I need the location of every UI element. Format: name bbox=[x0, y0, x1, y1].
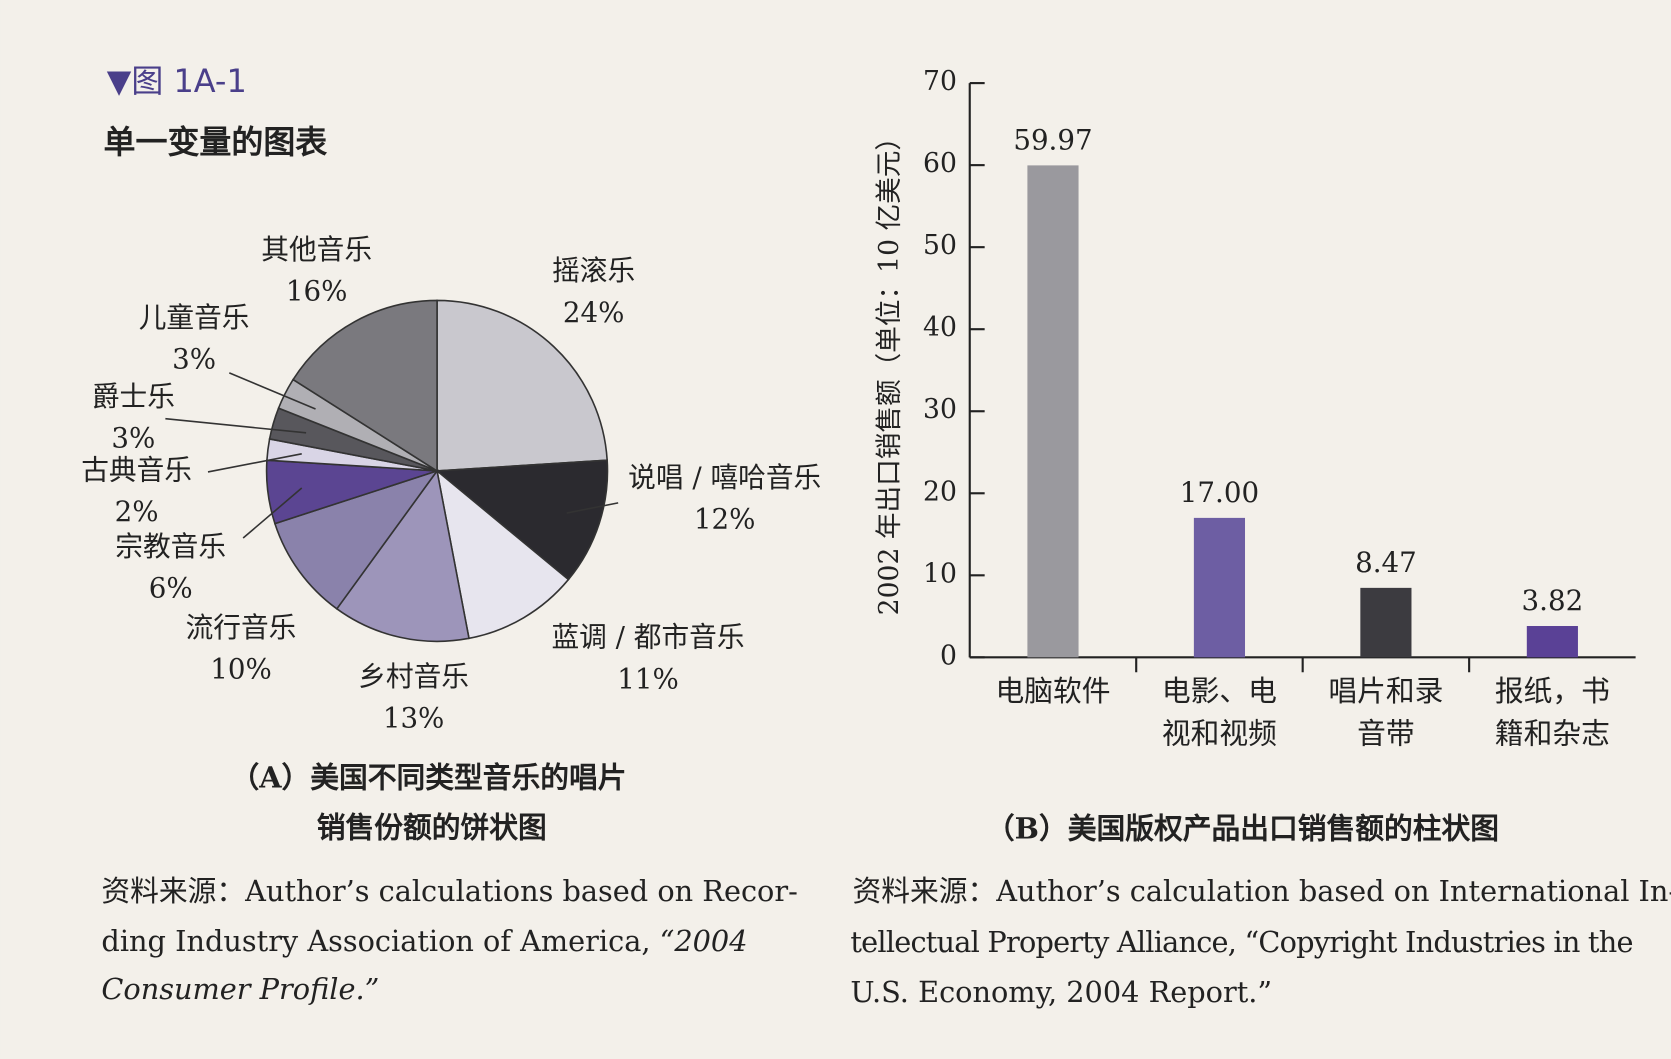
source-text: U.S. Economy, 2004 Report.” bbox=[850, 975, 1272, 1009]
slice-label: 流行音乐 bbox=[186, 611, 297, 644]
slice-value-label: 11% bbox=[617, 662, 679, 695]
x-tick-label: 音带 bbox=[1357, 717, 1415, 751]
source-line: tellectual Property Alliance, “Copyright… bbox=[850, 924, 1633, 958]
pie-slice bbox=[273, 469, 440, 610]
source-label: 资料来源： bbox=[853, 873, 997, 907]
bar bbox=[1193, 517, 1246, 658]
pie-slice bbox=[292, 299, 438, 473]
source-line: Consumer Profile.” bbox=[101, 971, 379, 1005]
x-tick-label: 电影、电 bbox=[1162, 674, 1277, 708]
source-line: U.S. Economy, 2004 Report.” bbox=[850, 975, 1272, 1009]
x-tick-label: 唱片和录 bbox=[1328, 674, 1443, 708]
slice-label: 儿童音乐 bbox=[139, 301, 250, 334]
chart-title: （A）美国不同类型音乐的唱片 bbox=[230, 760, 626, 794]
chart-title: 销售份额的饼状图 bbox=[317, 810, 547, 844]
source-text: ding Industry Association of America, bbox=[101, 923, 659, 957]
value-label: 3.82 bbox=[1522, 584, 1584, 617]
source-text: “2004 bbox=[660, 923, 748, 957]
heading: 单一变量的图表 bbox=[104, 123, 328, 161]
leader-line bbox=[207, 453, 302, 473]
slice-value-label: 2% bbox=[115, 495, 159, 528]
x-tick-label: 电脑软件 bbox=[995, 674, 1110, 708]
slice-value-label: 10% bbox=[210, 653, 272, 686]
leader-line bbox=[165, 417, 307, 434]
leader-line bbox=[566, 502, 619, 514]
slice-label: 乡村音乐 bbox=[358, 660, 469, 693]
slice-value-label: 3% bbox=[111, 422, 155, 455]
slice-value-label: 24% bbox=[563, 296, 625, 329]
source-line: ding Industry Association of America, “2… bbox=[101, 923, 747, 957]
source-label: 资料来源： bbox=[101, 873, 245, 907]
slice-label: 说唱 / 嘻哈音乐 bbox=[628, 461, 821, 494]
y-tick-label: 0 bbox=[940, 640, 957, 671]
slice-label: 蓝调 / 都市音乐 bbox=[551, 621, 744, 654]
y-tick-label: 50 bbox=[923, 230, 957, 261]
slice-label: 宗教音乐 bbox=[115, 530, 226, 563]
pie-slice bbox=[335, 468, 470, 643]
slice-value-label: 13% bbox=[383, 702, 445, 735]
source-text: Author’s calculations based on Recor- bbox=[244, 873, 798, 907]
y-tick-label: 60 bbox=[923, 148, 957, 179]
y-tick-label: 40 bbox=[923, 312, 957, 343]
source-text: tellectual Property Alliance, “Copyright… bbox=[850, 924, 1633, 958]
source-line: 资料来源：Author’s calculation based on Inter… bbox=[853, 873, 1671, 907]
x-tick-label: 视和视频 bbox=[1162, 717, 1277, 751]
bar bbox=[1027, 165, 1079, 658]
slice-value-label: 12% bbox=[694, 502, 756, 535]
slice-value-label: 16% bbox=[286, 274, 348, 307]
slice-label: 其他音乐 bbox=[261, 233, 372, 266]
pie-slice bbox=[434, 459, 609, 581]
y-tick-label: 30 bbox=[923, 394, 957, 425]
slice-value-label: 3% bbox=[172, 343, 216, 376]
pie-slice bbox=[436, 299, 609, 472]
bar-chart: 0 10 20 30 40 50 60 70 2002 年出口销售额（单位：10 亿美元） 59.… bbox=[850, 66, 1671, 1008]
slice-label: 摇滚乐 bbox=[552, 254, 635, 287]
leader-line bbox=[228, 372, 316, 410]
slice-value-label: 6% bbox=[149, 572, 193, 605]
pie-chart: 摇滚乐 24% 说唱 / 嘻哈音乐 12% 蓝调 / 都市音乐 11% 乡村音乐 13% 流行音… bbox=[81, 233, 821, 1005]
y-tick-label: 20 bbox=[923, 476, 957, 507]
value-label: 59.97 bbox=[1013, 123, 1092, 156]
y-tick-label: 70 bbox=[923, 66, 957, 97]
source-line: 资料来源：Author’s calculations based on Reco… bbox=[101, 873, 797, 907]
slice-label: 爵士乐 bbox=[92, 380, 175, 413]
figure-label: ▼图 1A-1 bbox=[107, 62, 247, 100]
value-label: 8.47 bbox=[1355, 546, 1417, 579]
y-axis-label: 2002 年出口销售额（单位：10 亿美元） bbox=[874, 124, 905, 615]
bar bbox=[1526, 626, 1578, 658]
leader-line bbox=[242, 487, 303, 539]
value-label: 17.00 bbox=[1180, 476, 1259, 509]
x-tick-label: 报纸，书 bbox=[1495, 674, 1610, 708]
chart-title: （B）美国版权产品出口销售额的柱状图 bbox=[986, 812, 1499, 846]
bar bbox=[1360, 587, 1412, 658]
pie-slice bbox=[435, 468, 570, 640]
x-tick-label: 籍和杂志 bbox=[1495, 717, 1610, 751]
source-text: Consumer Profile.” bbox=[101, 971, 379, 1005]
slice-label: 古典音乐 bbox=[81, 453, 192, 486]
source-text: Author’s calculation based on Internatio… bbox=[995, 873, 1671, 907]
y-tick-label: 10 bbox=[923, 558, 957, 589]
